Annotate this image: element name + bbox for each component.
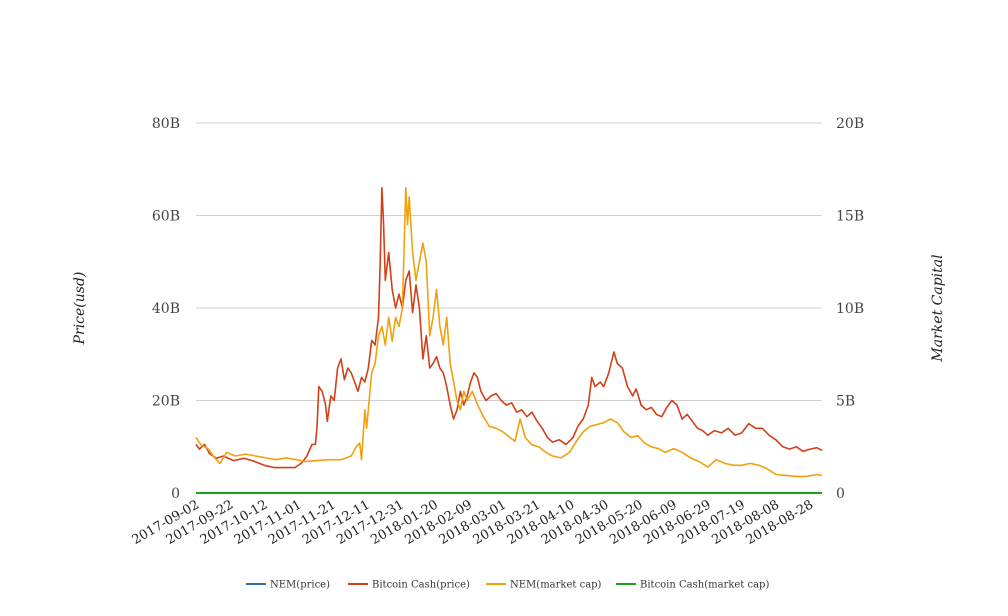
- left-axis-title: Price(usd): [72, 272, 88, 346]
- left-tick-label: 0: [171, 486, 180, 502]
- left-axis-ticks: 0 20B 40B 60B 80B: [152, 116, 180, 502]
- left-tick-label: 40B: [152, 301, 180, 317]
- left-tick-label: 60B: [152, 209, 180, 225]
- right-tick-label: 5B: [836, 394, 855, 410]
- series-line-bitcoin-cash-price: [195, 187, 823, 469]
- legend-item: Bitcoin Cash(market cap): [616, 580, 769, 591]
- legend-label: Bitcoin Cash(market cap): [640, 580, 769, 591]
- legend-item: NEM(market cap): [486, 580, 602, 591]
- right-axis-ticks: 0 5B 10B 15B 20B: [836, 116, 864, 502]
- right-tick-label: 0: [836, 486, 845, 502]
- right-tick-label: 10B: [836, 301, 864, 317]
- legend-label: NEM(price): [270, 580, 330, 591]
- right-tick-label: 15B: [836, 209, 864, 225]
- legend-item: NEM(price): [246, 580, 330, 591]
- series-line-nem-market-cap: [195, 187, 823, 478]
- legend: NEM(price) Bitcoin Cash(price) NEM(market …: [246, 580, 769, 591]
- right-tick-label: 20B: [836, 116, 864, 132]
- left-tick-label: 20B: [152, 394, 180, 410]
- legend-label: Bitcoin Cash(price): [372, 580, 470, 591]
- legend-label: NEM(market cap): [510, 580, 602, 591]
- x-axis-ticks: 2017-09-022017-09-222017-10-122017-11-01…: [130, 497, 816, 547]
- legend-item: Bitcoin Cash(price): [348, 580, 470, 591]
- right-axis-title: Market Capital: [930, 254, 946, 362]
- series-layer: [195, 187, 823, 494]
- left-tick-label: 80B: [152, 116, 180, 132]
